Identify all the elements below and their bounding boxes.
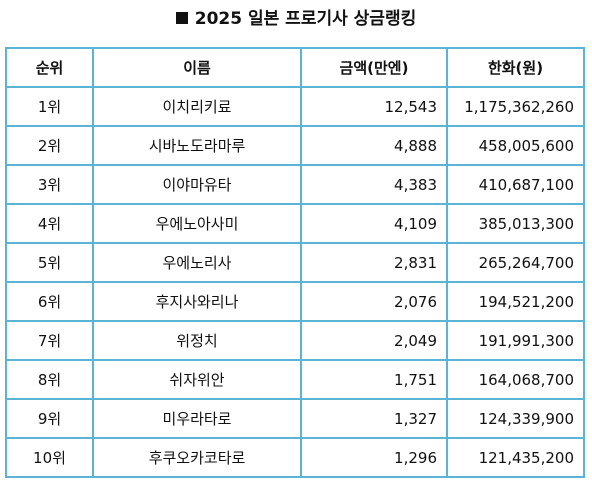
rank-cell: 10위 [5, 437, 94, 478]
header-amount: 금액(만엔) [300, 47, 448, 88]
table-row: 10위 후쿠오카코타로 1,296 121,435,200 [5, 437, 585, 478]
name-cell: 이치리키료 [92, 86, 302, 127]
table-row: 1위 이치리키료 12,543 1,175,362,260 [5, 86, 585, 127]
title-text: 2025 일본 프로기사 상금랭킹 [194, 9, 417, 29]
won-cell: 121,435,200 [446, 437, 585, 478]
name-cell: 우에노리사 [92, 242, 302, 283]
rank-cell: 4위 [5, 203, 94, 244]
table-row: 6위 후지사와리나 2,076 194,521,200 [5, 281, 585, 322]
amount-cell: 2,076 [300, 281, 448, 322]
amount-cell: 2,049 [300, 320, 448, 361]
name-cell: 후지사와리나 [92, 281, 302, 322]
amount-cell: 1,751 [300, 359, 448, 400]
name-cell: 이야마유타 [92, 164, 302, 205]
table-row: 3위 이야마유타 4,383 410,687,100 [5, 164, 585, 205]
table-row: 7위 위정치 2,049 191,991,300 [5, 320, 585, 361]
rank-cell: 5위 [5, 242, 94, 283]
table-row: 2위 시바노도라마루 4,888 458,005,600 [5, 125, 585, 166]
won-cell: 410,687,100 [446, 164, 585, 205]
amount-cell: 1,327 [300, 398, 448, 439]
rank-cell: 7위 [5, 320, 94, 361]
table-row: 5위 우에노리사 2,831 265,264,700 [5, 242, 585, 283]
amount-cell: 4,383 [300, 164, 448, 205]
rank-cell: 1위 [5, 86, 94, 127]
black-square-icon [175, 12, 188, 24]
name-cell: 미우라타로 [92, 398, 302, 439]
rank-cell: 3위 [5, 164, 94, 205]
won-cell: 164,068,700 [446, 359, 585, 400]
page-title: 2025 일본 프로기사 상금랭킹 [0, 6, 592, 32]
name-cell: 시바노도라마루 [92, 125, 302, 166]
name-cell: 위정치 [92, 320, 302, 361]
header-rank: 순위 [5, 47, 94, 88]
table-row: 9위 미우라타로 1,327 124,339,900 [5, 398, 585, 439]
won-cell: 1,175,362,260 [446, 86, 585, 127]
name-cell: 쉬자위안 [92, 359, 302, 400]
won-cell: 458,005,600 [446, 125, 585, 166]
won-cell: 385,013,300 [446, 203, 585, 244]
amount-cell: 4,888 [300, 125, 448, 166]
won-cell: 265,264,700 [446, 242, 585, 283]
won-cell: 191,991,300 [446, 320, 585, 361]
rank-cell: 9위 [5, 398, 94, 439]
amount-cell: 1,296 [300, 437, 448, 478]
name-cell: 우에노아사미 [92, 203, 302, 244]
table-row: 8위 쉬자위안 1,751 164,068,700 [5, 359, 585, 400]
rank-cell: 2위 [5, 125, 94, 166]
table-header-row: 순위 이름 금액(만엔) 한화(원) [5, 47, 585, 88]
amount-cell: 4,109 [300, 203, 448, 244]
table-row: 4위 우에노아사미 4,109 385,013,300 [5, 203, 585, 244]
header-won: 한화(원) [446, 47, 585, 88]
amount-cell: 2,831 [300, 242, 448, 283]
ranking-table: 순위 이름 금액(만엔) 한화(원) 1위 이치리키료 12,543 1,175… [5, 47, 585, 478]
rank-cell: 8위 [5, 359, 94, 400]
rank-cell: 6위 [5, 281, 94, 322]
won-cell: 194,521,200 [446, 281, 585, 322]
amount-cell: 12,543 [300, 86, 448, 127]
won-cell: 124,339,900 [446, 398, 585, 439]
header-name: 이름 [92, 47, 302, 88]
name-cell: 후쿠오카코타로 [92, 437, 302, 478]
